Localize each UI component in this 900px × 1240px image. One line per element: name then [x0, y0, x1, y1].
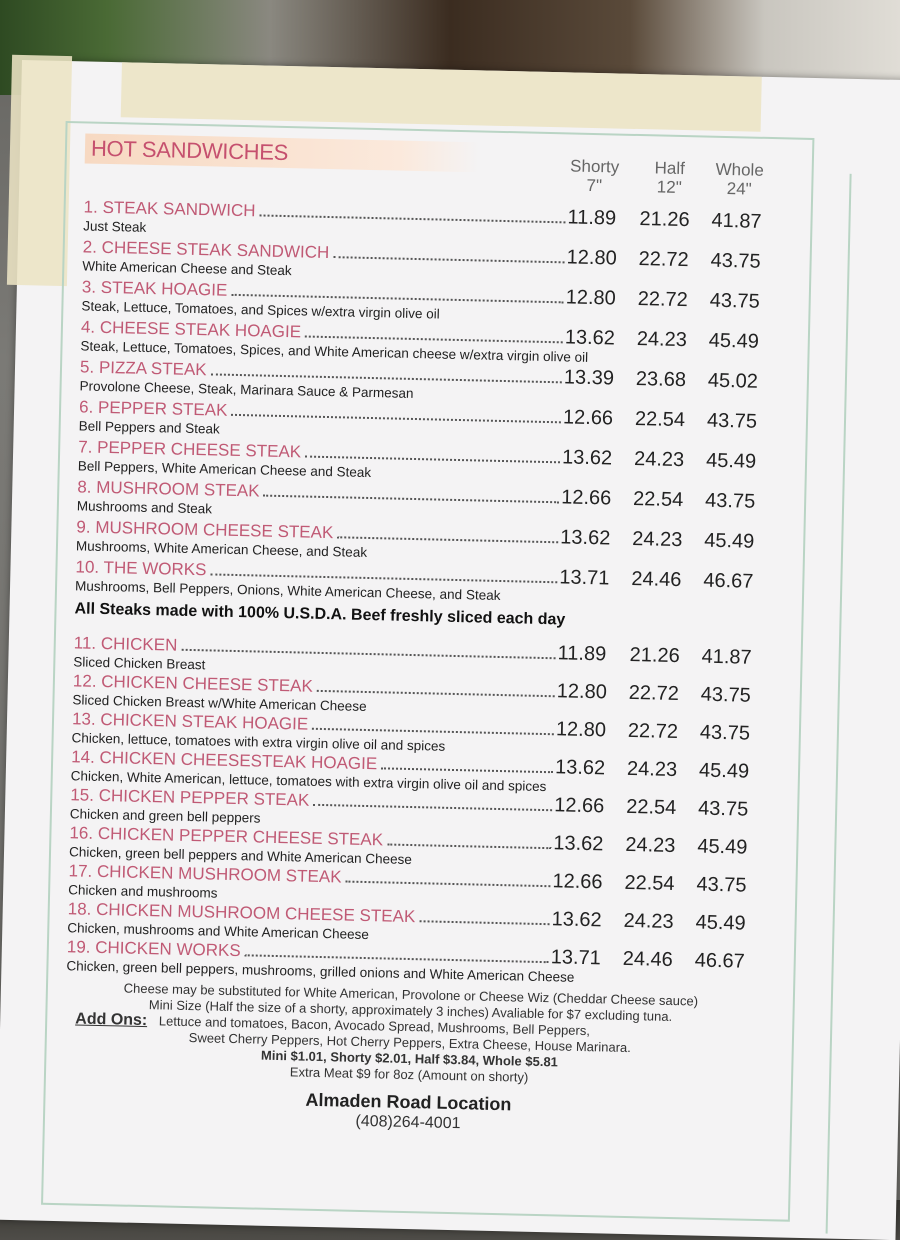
leader-dots: [381, 767, 554, 774]
price-whole: 45.49: [708, 329, 760, 353]
price-shorty: 13.71: [550, 946, 602, 970]
leader-dots: [263, 494, 560, 504]
price-shorty: 13.62: [554, 756, 606, 780]
price-half: 23.68: [635, 368, 687, 392]
price-half: 22.54: [632, 487, 684, 512]
item-name: 10. THE WORKS: [75, 557, 207, 580]
size-whole: Whole 24": [715, 159, 764, 199]
item-name: 11. CHICKEN: [73, 633, 178, 655]
price-half: 24.23: [632, 527, 683, 552]
item-name: 3. STEAK HOAGIE: [81, 277, 228, 300]
price-whole: 43.75: [704, 489, 756, 513]
price-whole: 41.87: [701, 645, 752, 669]
price-half: 22.72: [637, 288, 689, 312]
price-half: 24.23: [623, 909, 674, 934]
price-whole: 43.75: [697, 797, 749, 821]
leader-dots: [386, 843, 552, 850]
price-shorty: 13.71: [559, 566, 610, 590]
price-shorty: 12.80: [555, 718, 607, 742]
price-whole: 41.87: [711, 209, 762, 233]
price-half: 24.23: [625, 833, 676, 858]
price-shorty: 12.66: [552, 870, 603, 894]
price-half: 24.46: [622, 947, 674, 971]
size-shorty: Shorty 7": [569, 156, 620, 196]
price-half: 24.23: [636, 328, 688, 352]
price-shorty: 13.39: [563, 366, 615, 390]
price-shorty: 13.62: [553, 832, 604, 856]
price-whole: 43.75: [710, 249, 761, 273]
next-column-frame: [825, 173, 900, 1236]
steak-items: 1. STEAK SANDWICH 11.89 21.26 41.87 Just Ste…: [75, 195, 784, 611]
price-whole: 43.75: [699, 721, 751, 745]
leader-dots: [316, 689, 555, 698]
price-shorty: 13.62: [564, 326, 616, 350]
price-shorty: 13.62: [560, 526, 611, 550]
price-whole: 45.02: [707, 369, 759, 393]
price-whole: 45.49: [704, 529, 755, 553]
menu-paper: HOT SANDWICHES Shorty 7" Half 12" Whole 24"…: [0, 54, 900, 1240]
price-whole: 43.75: [706, 409, 758, 433]
price-shorty: 12.66: [562, 406, 614, 430]
price-whole: 45.49: [697, 835, 748, 859]
leader-dots: [333, 256, 565, 264]
leader-dots: [313, 803, 553, 812]
item-name: 5. PIZZA STEAK: [79, 357, 207, 380]
leader-dots: [304, 335, 563, 344]
price-shorty: 12.80: [556, 680, 608, 704]
chicken-items: 11. CHICKEN 11.89 21.26 41.87 Sliced Chicken…: [66, 631, 774, 989]
leader-dots: [259, 214, 566, 224]
price-half: 24.23: [633, 447, 685, 472]
price-half: 22.72: [627, 719, 679, 744]
price-whole: 45.49: [695, 911, 746, 935]
price-half: 22.54: [634, 408, 686, 432]
price-half: 22.72: [628, 681, 680, 706]
price-whole: 46.67: [694, 949, 746, 973]
price-shorty: 11.89: [567, 206, 617, 230]
price-shorty: 13.62: [551, 908, 602, 932]
price-half: 24.23: [626, 757, 678, 782]
price-shorty: 12.66: [560, 486, 612, 510]
price-whole: 43.75: [709, 289, 761, 313]
price-whole: 45.49: [698, 759, 750, 783]
price-shorty: 12.66: [553, 794, 605, 818]
leader-dots: [419, 920, 550, 926]
price-shorty: 12.80: [565, 286, 617, 310]
leader-dots: [231, 413, 561, 424]
price-half: 22.54: [624, 871, 675, 896]
size-half: Half 12": [654, 158, 686, 197]
price-half: 21.26: [629, 643, 680, 668]
price-whole: 43.75: [696, 873, 747, 897]
price-whole: 43.75: [700, 683, 752, 707]
menu-footer: Cheese may be substituted for White Amer…: [63, 979, 756, 1141]
leader-dots: [231, 293, 564, 304]
leader-dots: [345, 880, 551, 888]
price-half: 21.26: [639, 208, 690, 232]
price-whole: 46.67: [703, 569, 754, 593]
price-half: 24.46: [631, 567, 682, 592]
leader-dots: [312, 727, 554, 736]
price-shorty: 12.80: [566, 246, 617, 270]
addons-label: Add Ons:: [75, 1010, 148, 1030]
leader-dots: [244, 954, 549, 964]
price-whole: 45.49: [705, 449, 757, 473]
price-half: 22.54: [625, 795, 677, 820]
menu-list: 1. STEAK SANDWICH 11.89 21.26 41.87 Just Ste…: [63, 195, 784, 1141]
price-shorty: 11.89: [557, 642, 607, 666]
price-shorty: 13.62: [561, 446, 613, 470]
leader-dots: [305, 455, 561, 464]
price-half: 22.72: [638, 248, 689, 272]
leader-dots: [337, 536, 559, 544]
